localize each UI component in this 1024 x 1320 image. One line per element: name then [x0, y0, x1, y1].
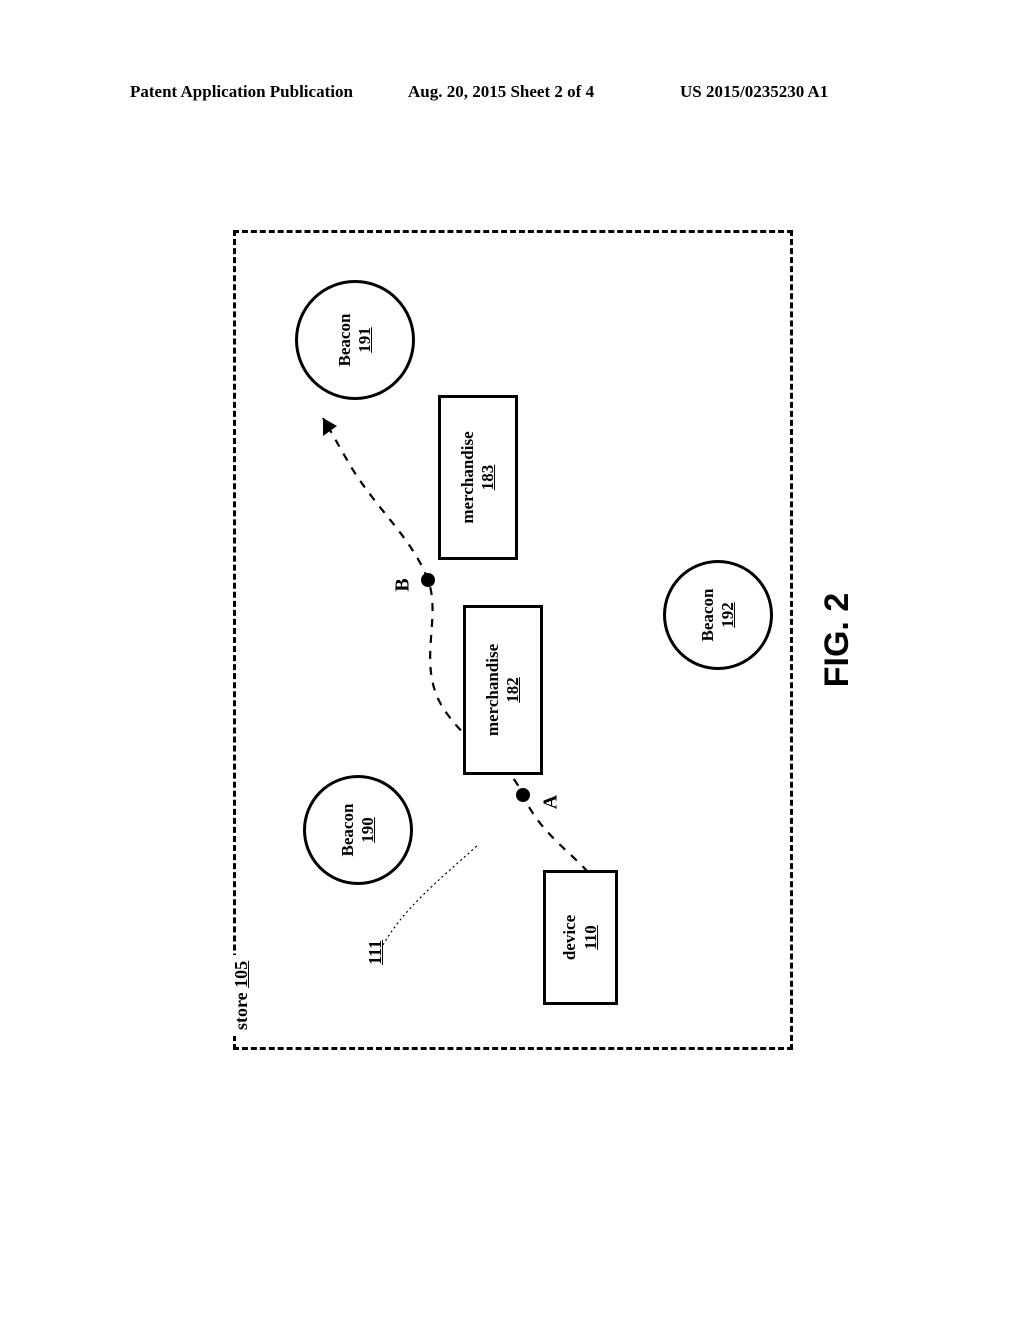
merchandise-182: merchandise 182 — [463, 605, 543, 775]
point-a-label: A — [540, 795, 563, 809]
beacon-190: Beacon 190 — [303, 775, 413, 885]
diagram: store 105 Beacon 190 Beacon 191 Beacon 1… — [233, 230, 793, 1050]
device-box: device 110 — [543, 870, 618, 1005]
header-left: Patent Application Publication — [130, 82, 353, 102]
beacon-191: Beacon 191 — [295, 280, 415, 400]
figure-page: store 105 Beacon 190 Beacon 191 Beacon 1… — [128, 165, 898, 1155]
reference-111: 111 — [365, 940, 386, 965]
header-mid: Aug. 20, 2015 Sheet 2 of 4 — [408, 82, 594, 102]
diagram-rotated-wrap: store 105 Beacon 190 Beacon 191 Beacon 1… — [233, 230, 793, 1050]
arrowhead-icon — [323, 418, 337, 436]
point-b-label: B — [392, 579, 415, 592]
merchandise-183: merchandise 183 — [438, 395, 518, 560]
beacon-192: Beacon 192 — [663, 560, 773, 670]
figure-caption: FIG. 2 — [818, 593, 857, 687]
header-right: US 2015/0235230 A1 — [680, 82, 828, 102]
